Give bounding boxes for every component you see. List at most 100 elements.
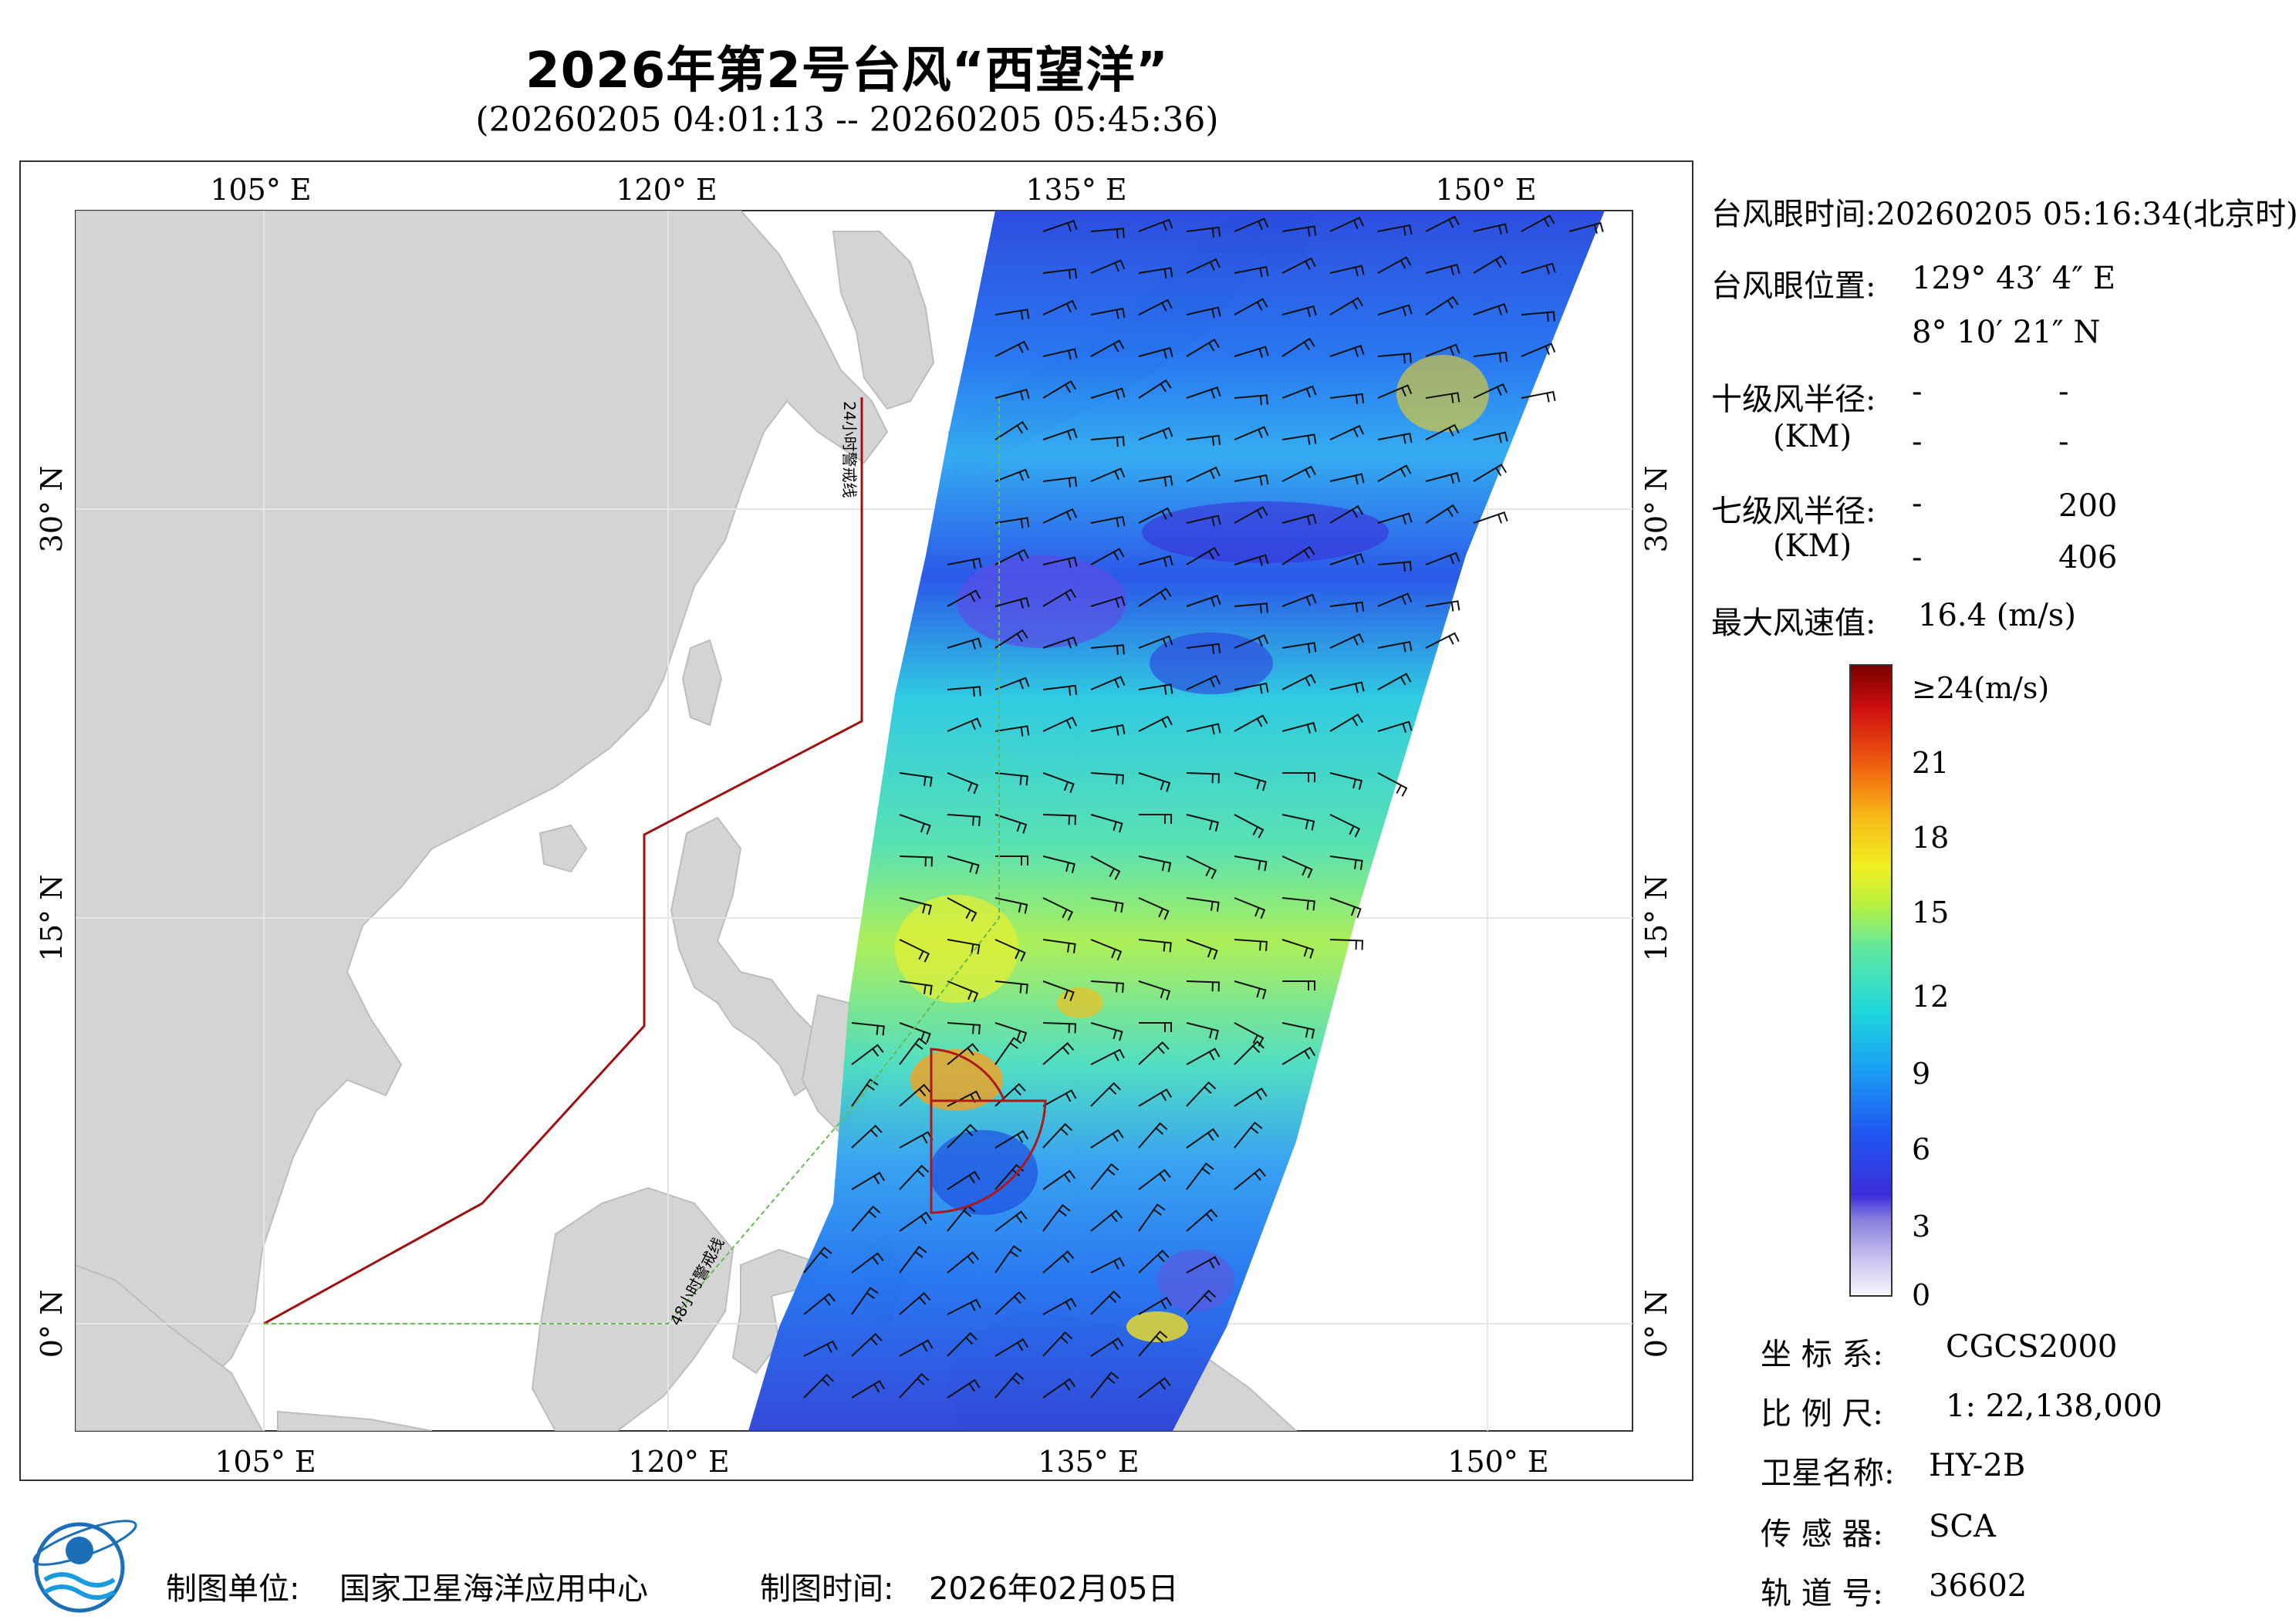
wind-barb <box>851 1205 881 1232</box>
r10-value: - <box>1912 424 1923 460</box>
wind-barb <box>1329 897 1362 918</box>
wind-barb <box>1234 506 1268 524</box>
wind-barb <box>1042 348 1078 360</box>
orbit-label: 轨 道 号: <box>1761 1576 1883 1611</box>
wind-barb <box>994 309 1030 320</box>
wind-barb <box>1281 513 1317 526</box>
wind-barb <box>1377 432 1413 444</box>
wind-barb <box>1186 643 1221 654</box>
wind-barb <box>899 1339 934 1357</box>
wind-barb <box>994 1291 1026 1315</box>
r7-unit: (KM) <box>1773 528 1852 564</box>
wind-barb <box>1042 1089 1077 1107</box>
wind-barb <box>994 468 1030 482</box>
wind-barb <box>994 677 1030 690</box>
wind-barb <box>1090 1290 1121 1315</box>
wind-barb <box>994 1338 1029 1357</box>
wind-barb <box>1138 218 1173 232</box>
wind-barb <box>1138 1296 1173 1315</box>
wind-barb <box>1042 1378 1076 1399</box>
wind-barb <box>1186 306 1221 319</box>
wind-barb <box>1521 214 1555 232</box>
colorbar-label: 3 <box>1912 1210 1930 1243</box>
r7-label: 七级风半径: <box>1711 494 1876 529</box>
lat-tick: 30° N <box>1639 466 1673 553</box>
wind-barb <box>947 897 977 922</box>
wind-barb <box>1329 216 1365 232</box>
wind-barb <box>1186 1162 1214 1190</box>
wind-barb <box>994 1372 1025 1399</box>
wind-barb <box>1425 423 1460 440</box>
wind-barb <box>1377 224 1413 236</box>
sensor-value: SCA <box>1929 1509 1996 1544</box>
wind-barb <box>1186 226 1221 238</box>
wind-barb <box>1186 386 1221 399</box>
wind-barb <box>994 725 1030 737</box>
wind-barb <box>1138 475 1173 487</box>
wind-barb <box>1138 897 1170 920</box>
wind-barb <box>1281 337 1315 357</box>
colorbar-labels: ≥24(m/s) 21 18 15 12 9 6 3 0 <box>1912 671 2049 1312</box>
wind-barb <box>1138 939 1172 953</box>
wind-barb <box>1234 939 1268 951</box>
wind-barb <box>1234 634 1269 649</box>
r10-value: - <box>2058 374 2069 410</box>
wind-barb <box>1042 588 1077 607</box>
wind-barb <box>1186 723 1221 735</box>
wind-barb <box>1234 814 1264 838</box>
wind-barb <box>1473 351 1508 363</box>
map-title: 2026年第2号台风“西望洋” <box>525 42 1169 100</box>
lon-tick: 135° E <box>1038 1445 1139 1479</box>
wind-barb <box>947 1123 977 1149</box>
wind-barb <box>899 1084 931 1107</box>
eye-lat: 8° 10′ 21″ N <box>1912 315 2101 350</box>
wind-barb <box>995 855 1028 865</box>
wind-barb <box>1425 504 1459 524</box>
wind-barb <box>1042 1169 1076 1190</box>
wind-barb <box>1377 673 1412 690</box>
wind-barb <box>1186 515 1221 527</box>
r10-value: - <box>1912 374 1923 410</box>
wind-barb <box>994 1245 1022 1274</box>
wind-barb <box>1281 465 1316 482</box>
wind-barb <box>1521 311 1555 322</box>
wind-barb <box>1521 262 1556 275</box>
wind-barb <box>1090 772 1124 785</box>
wind-barb <box>1042 1331 1073 1357</box>
wind-barb <box>947 980 979 1003</box>
wind-barb <box>851 1022 885 1036</box>
wind-barb <box>1234 1040 1264 1065</box>
wind-barb <box>1042 1297 1077 1315</box>
wind-barb <box>947 1043 979 1065</box>
wind-barb <box>1473 255 1508 274</box>
wind-barb <box>1186 939 1218 960</box>
wind-barb <box>1186 258 1221 274</box>
wind-barb <box>851 1252 884 1274</box>
wind-barb <box>1138 855 1172 872</box>
wind-barb <box>803 1246 832 1274</box>
wind-barb <box>1138 683 1173 695</box>
wind-barb <box>1090 548 1125 565</box>
wind-barb <box>1329 393 1365 404</box>
wind-barb <box>994 548 1029 565</box>
wind-barb <box>1186 1128 1220 1149</box>
wind-barb <box>1090 307 1126 319</box>
wind-barb <box>1281 1046 1316 1065</box>
wind-barb <box>1521 390 1556 403</box>
wind-barb <box>947 1298 981 1315</box>
wind-barbs <box>803 214 1604 1399</box>
wind-barb <box>1473 431 1508 444</box>
lat-tick: 15° N <box>1639 875 1673 962</box>
lon-labels-top: 105° E 120° E 135° E 150° E <box>210 173 1536 207</box>
wind-barb <box>947 814 981 826</box>
wind-barb <box>994 814 1028 834</box>
wind-barb <box>1138 427 1173 440</box>
wind-barb <box>994 1129 1029 1149</box>
wind-barb <box>1329 296 1364 315</box>
wind-barb <box>1186 855 1217 879</box>
colorbar-label: 0 <box>1912 1278 1930 1312</box>
wind-barb <box>1377 353 1412 364</box>
lat-labels-right: 30° N 15° N 0° N <box>1639 466 1673 1358</box>
wind-barb <box>1138 507 1173 524</box>
eye-pos-label: 台风眼位置: <box>1711 268 1876 304</box>
